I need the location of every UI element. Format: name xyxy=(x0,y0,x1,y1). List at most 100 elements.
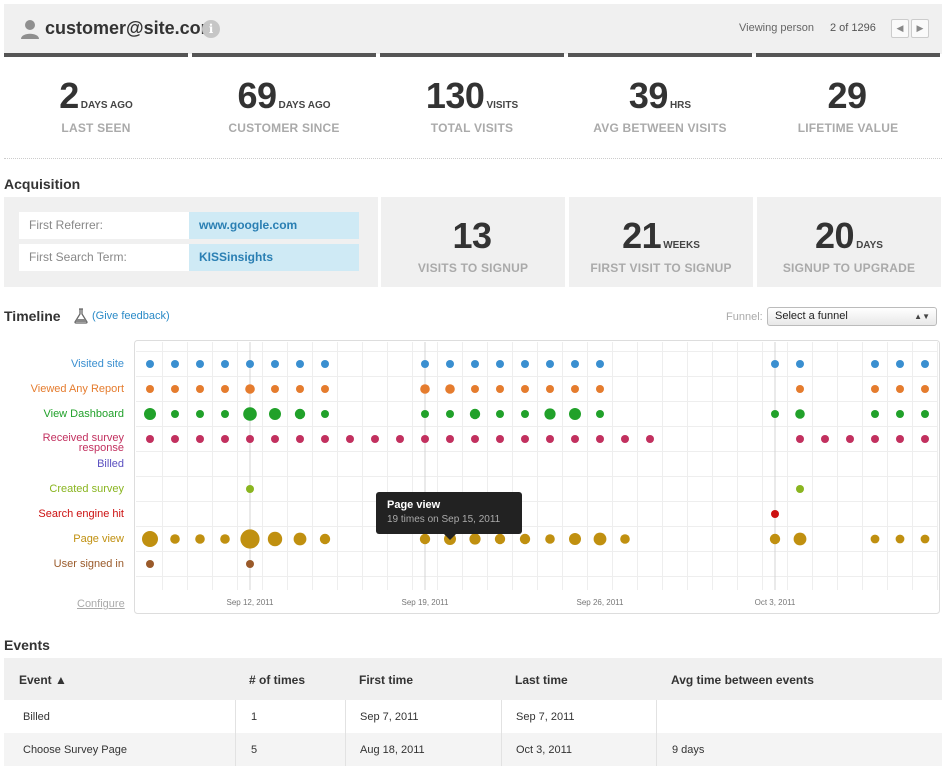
first-search-term-key: First Search Term: xyxy=(19,244,189,271)
stat-label: SIGNUP TO UPGRADE xyxy=(782,261,916,275)
data-point xyxy=(271,360,279,368)
stat-value: 21 xyxy=(622,215,662,256)
stat-first-visit-to-signup: 21 WEEKS FIRST VISIT TO SIGNUP xyxy=(569,197,753,287)
column-separator xyxy=(656,700,657,733)
data-point xyxy=(546,435,554,443)
stat-value: 20 xyxy=(815,215,855,256)
data-point xyxy=(293,532,307,546)
data-point xyxy=(296,360,304,368)
stat-label: TOTAL VISITS xyxy=(430,121,514,135)
data-point xyxy=(569,408,581,420)
info-icon[interactable]: i xyxy=(202,20,220,38)
data-point xyxy=(521,385,529,393)
column-header-times[interactable]: # of times xyxy=(249,673,306,687)
tooltip-detail: 19 times on Sep 15, 2011 xyxy=(387,514,501,525)
column-header-event[interactable]: Event ▲ xyxy=(19,673,67,687)
data-point xyxy=(296,435,304,443)
data-point xyxy=(896,410,904,418)
data-point xyxy=(596,360,604,368)
data-point xyxy=(142,531,158,547)
data-point xyxy=(793,532,807,546)
stat-value: 13 xyxy=(452,215,492,256)
column-separator xyxy=(501,700,502,733)
timeline-row-label: Received survey response xyxy=(42,432,124,454)
timeline-row-label: User signed in xyxy=(53,558,124,570)
data-point xyxy=(144,408,156,420)
data-point xyxy=(496,385,504,393)
acquisition-details: First Referrer: www.google.com First Sea… xyxy=(4,197,378,287)
data-point xyxy=(171,410,179,418)
data-point xyxy=(871,385,879,393)
data-point xyxy=(420,384,430,394)
data-point xyxy=(571,435,579,443)
data-point xyxy=(371,435,379,443)
data-point xyxy=(294,408,306,420)
data-point xyxy=(271,435,279,443)
stat-total-visits: 130 VISITS TOTAL VISITS xyxy=(380,53,564,153)
data-point xyxy=(195,534,205,544)
data-point xyxy=(196,435,204,443)
column-header-avg-time[interactable]: Avg time between events xyxy=(671,673,814,687)
data-point xyxy=(221,410,229,418)
user-icon xyxy=(21,20,39,39)
data-point xyxy=(246,435,254,443)
first-search-term-row: First Search Term: KISSinsights xyxy=(19,244,359,271)
data-point xyxy=(446,435,454,443)
timeline-title: Timeline xyxy=(4,308,61,324)
timeline-row-label: Created survey xyxy=(49,483,124,495)
stat-visits-to-signup: 13 VISITS TO SIGNUP xyxy=(381,197,565,287)
configure-link[interactable]: Configure xyxy=(77,598,125,610)
stat-last-seen: 2 DAYS AGO LAST SEEN xyxy=(4,53,188,153)
first-referrer-value[interactable]: www.google.com xyxy=(189,212,359,239)
stat-label: LIFETIME VALUE xyxy=(797,121,899,135)
data-point xyxy=(870,534,880,544)
data-point xyxy=(146,385,154,393)
data-point xyxy=(146,560,154,568)
data-point xyxy=(796,435,804,443)
data-point xyxy=(871,435,879,443)
data-point xyxy=(871,410,879,418)
data-point xyxy=(546,385,554,393)
data-point xyxy=(521,435,529,443)
data-point xyxy=(896,385,904,393)
data-point xyxy=(196,360,204,368)
stat-value: 2 xyxy=(59,75,79,116)
data-point xyxy=(921,435,929,443)
give-feedback-link[interactable]: (Give feedback) xyxy=(92,310,170,322)
data-point xyxy=(245,384,255,394)
column-separator xyxy=(235,733,236,766)
data-point xyxy=(496,435,504,443)
data-point xyxy=(921,360,929,368)
next-person-button[interactable]: ▶ xyxy=(911,19,929,38)
data-point xyxy=(621,435,629,443)
data-point xyxy=(170,534,180,544)
data-point xyxy=(419,533,431,545)
data-point xyxy=(396,435,404,443)
stat-unit: HRS xyxy=(669,100,692,111)
data-point xyxy=(896,435,904,443)
event-times: 5 xyxy=(251,744,258,756)
column-header-first-time[interactable]: First time xyxy=(359,673,414,687)
data-point xyxy=(445,384,455,394)
timeline-row-label: View Dashboard xyxy=(43,408,124,420)
funnel-select[interactable]: Select a funnel ▲▼ xyxy=(767,307,937,326)
stat-lifetime-value: 29 LIFETIME VALUE xyxy=(756,53,940,153)
data-point xyxy=(646,435,654,443)
stat-unit: DAYS AGO xyxy=(80,100,133,111)
data-point xyxy=(571,360,579,368)
stat-label: AVG BETWEEN VISITS xyxy=(593,121,727,135)
data-point xyxy=(796,360,804,368)
timeline-row-label: Billed xyxy=(97,458,124,470)
column-separator xyxy=(656,733,657,766)
first-search-term-value[interactable]: KISSinsights xyxy=(189,244,359,271)
prev-person-button[interactable]: ◀ xyxy=(891,19,909,38)
table-row: Billed 1 Sep 7, 2011 Sep 7, 2011 xyxy=(4,700,942,733)
data-point xyxy=(321,360,329,368)
data-point xyxy=(571,385,579,393)
column-separator xyxy=(345,733,346,766)
data-point xyxy=(221,360,229,368)
stat-unit: WEEKS xyxy=(663,240,700,251)
column-header-last-time[interactable]: Last time xyxy=(515,673,568,687)
events-title: Events xyxy=(4,637,50,653)
data-point xyxy=(569,533,581,545)
